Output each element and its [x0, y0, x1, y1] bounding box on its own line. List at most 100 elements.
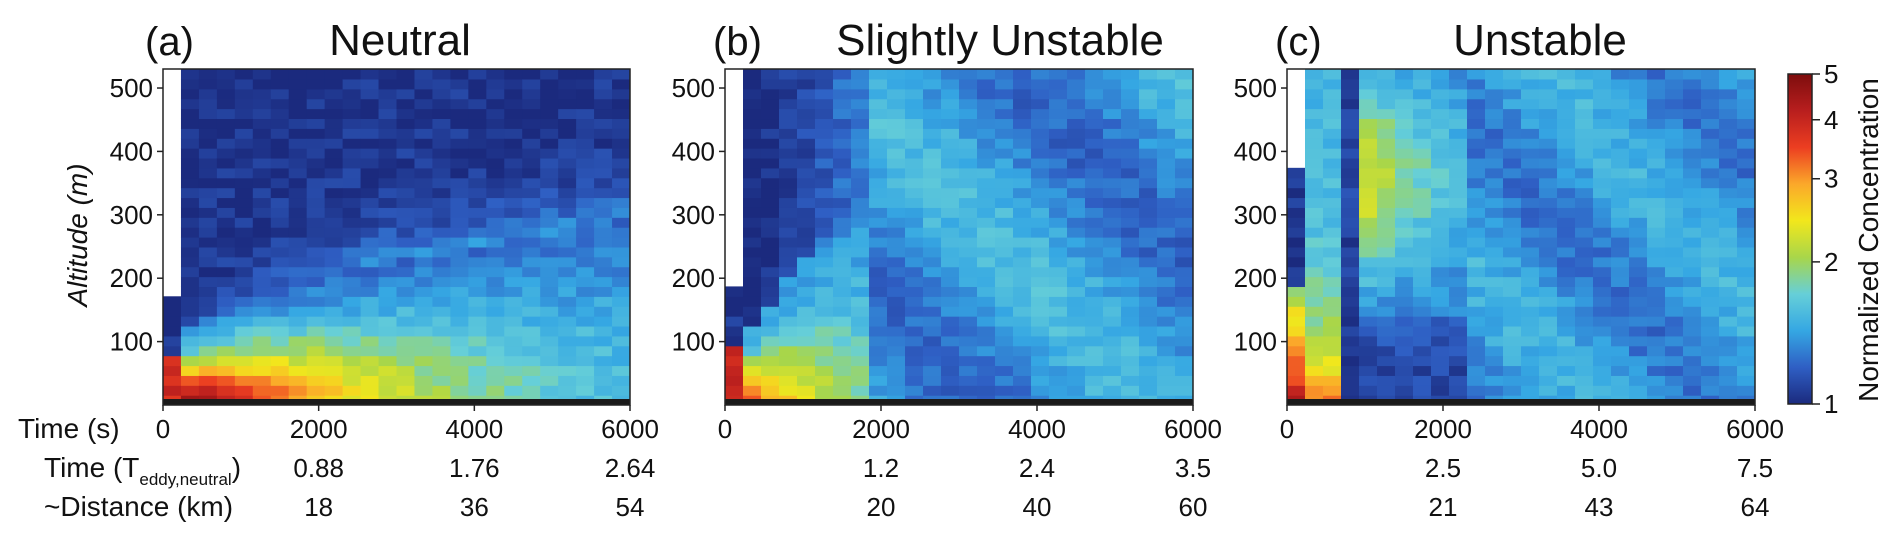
heat-cell — [941, 316, 960, 327]
heat-cell — [468, 148, 487, 159]
heat-cell — [743, 296, 762, 307]
heat-cell — [486, 365, 505, 376]
heat-cell — [1359, 335, 1378, 347]
heat-cell — [1175, 78, 1193, 90]
heat-cell — [1031, 345, 1050, 357]
heat-cell — [1521, 108, 1540, 120]
heat-cell — [1121, 266, 1140, 278]
heat-cell — [1103, 217, 1122, 228]
heat-cell — [761, 276, 780, 288]
heat-cell — [216, 237, 236, 248]
heat-cell — [1121, 325, 1140, 337]
heat-cell — [1485, 286, 1504, 297]
heat-cell — [270, 316, 290, 327]
heat-cell — [306, 197, 326, 208]
heat-cell — [1503, 345, 1522, 357]
heat-cell — [486, 157, 505, 169]
heat-cell — [1175, 177, 1193, 189]
heat-cell — [1103, 296, 1122, 307]
heat-cell — [540, 108, 559, 120]
heat-cell — [324, 385, 344, 396]
heat-cell — [851, 246, 870, 258]
heat-cell — [1013, 385, 1032, 396]
heat-cell — [360, 286, 380, 297]
heat-cell — [1085, 128, 1104, 139]
heat-cell — [414, 118, 434, 129]
heat-cell — [612, 157, 630, 169]
heat-cell — [1139, 316, 1158, 327]
heat-cell — [288, 217, 308, 228]
heat-cell — [576, 157, 595, 169]
heat-cell — [815, 227, 834, 238]
heat-cell — [360, 187, 380, 199]
heat-cell — [1485, 207, 1504, 218]
heat-cell — [324, 69, 344, 80]
heat-cell — [1431, 148, 1450, 159]
heat-cell — [1085, 316, 1104, 327]
heat-cell — [1611, 78, 1630, 90]
heat-cell — [1013, 296, 1032, 307]
heat-cell — [1557, 286, 1576, 297]
heat-cell — [270, 237, 290, 248]
heat-cell — [1629, 335, 1648, 347]
heat-cell — [504, 138, 523, 149]
heat-cell — [504, 266, 523, 278]
heat-cell — [1449, 69, 1468, 80]
heat-cell — [779, 256, 798, 268]
heat-cell — [1665, 227, 1684, 238]
heat-cell — [1287, 187, 1306, 199]
heat-cell — [1575, 157, 1594, 169]
heat-cell — [414, 266, 434, 278]
heat-cell — [558, 118, 577, 129]
heat-cell — [1103, 276, 1122, 288]
heat-cell — [378, 306, 398, 317]
heat-cell — [1737, 187, 1755, 199]
heat-cell — [468, 78, 487, 90]
heat-cell — [923, 108, 942, 120]
heat-cell — [1287, 177, 1306, 189]
heat-cell — [761, 256, 780, 268]
heat-cell — [1139, 128, 1158, 139]
heat-cell — [594, 365, 613, 376]
heat-cell — [576, 187, 595, 199]
heat-cell — [995, 217, 1014, 228]
heat-cell — [396, 325, 416, 337]
heat-cell — [1557, 266, 1576, 278]
y-tick-label: 100 — [110, 327, 153, 357]
heat-cell — [180, 296, 200, 307]
heat-cell — [833, 316, 852, 327]
heat-cell — [1539, 88, 1558, 100]
heat-cell — [504, 78, 523, 90]
heat-cell — [396, 256, 416, 268]
heat-cell — [1701, 325, 1720, 337]
heat-cell — [1157, 246, 1176, 258]
heat-cell — [1395, 98, 1414, 110]
heat-cell — [833, 335, 852, 347]
heat-cell — [1085, 187, 1104, 199]
heat-cell — [504, 316, 523, 327]
heat-cell — [725, 335, 744, 347]
time-eddy-label: 0.88 — [293, 453, 344, 483]
heat-cell — [1395, 256, 1414, 268]
heat-cell — [270, 256, 290, 268]
heat-cell — [1647, 167, 1666, 179]
heat-cell — [1557, 375, 1576, 386]
heat-cell — [396, 237, 416, 248]
heat-cell — [306, 227, 326, 238]
colorbar-tick-label: 3 — [1824, 164, 1838, 194]
heat-cell — [995, 207, 1014, 218]
heat-cell — [180, 177, 200, 189]
heat-cell — [779, 207, 798, 218]
heat-cell — [1031, 296, 1050, 307]
heat-cell — [1157, 306, 1176, 317]
heat-cell — [1431, 325, 1450, 337]
heat-cell — [869, 148, 888, 159]
plot-frame — [724, 68, 1194, 406]
heat-cell — [1485, 256, 1504, 268]
heat-cell — [1395, 345, 1414, 357]
heat-cell — [504, 246, 523, 258]
heat-cell — [252, 128, 272, 139]
heat-cell — [432, 286, 451, 297]
heat-cell — [1049, 276, 1068, 288]
heat-cell — [797, 197, 816, 208]
